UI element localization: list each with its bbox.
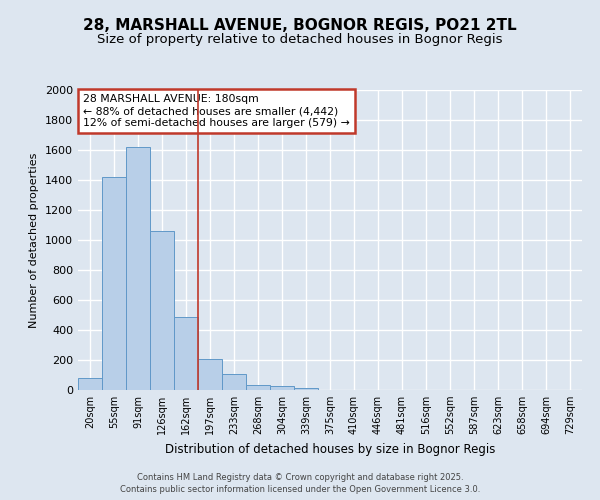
Y-axis label: Number of detached properties: Number of detached properties [29,152,40,328]
Bar [174,316,198,390]
Bar [294,388,318,390]
Bar [102,177,126,390]
Bar [150,231,174,390]
Bar [222,374,246,390]
Text: Size of property relative to detached houses in Bognor Regis: Size of property relative to detached ho… [97,32,503,46]
X-axis label: Distribution of detached houses by size in Bognor Regis: Distribution of detached houses by size … [165,442,495,456]
Text: Contains public sector information licensed under the Open Government Licence 3.: Contains public sector information licen… [120,485,480,494]
Bar [126,147,150,390]
Bar [198,359,222,390]
Bar [78,378,102,390]
Text: Contains HM Land Registry data © Crown copyright and database right 2025.: Contains HM Land Registry data © Crown c… [137,472,463,482]
Text: 28, MARSHALL AVENUE, BOGNOR REGIS, PO21 2TL: 28, MARSHALL AVENUE, BOGNOR REGIS, PO21 … [83,18,517,32]
Bar [270,386,294,390]
Text: 28 MARSHALL AVENUE: 180sqm
← 88% of detached houses are smaller (4,442)
12% of s: 28 MARSHALL AVENUE: 180sqm ← 88% of deta… [83,94,350,128]
Bar [246,385,270,390]
